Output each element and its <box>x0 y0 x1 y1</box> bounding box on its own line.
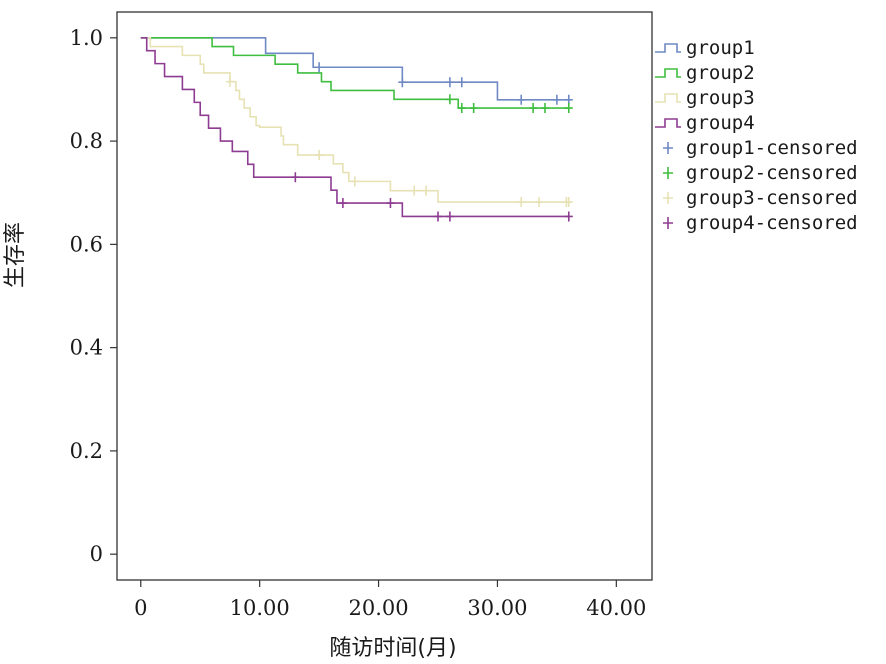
censor-mark-group4 <box>434 211 442 222</box>
y-tick-label: 0.8 <box>70 129 103 153</box>
legend: group1 group2 group3 group4 group1-censored g… <box>655 37 858 234</box>
legend-swatch-group4 <box>655 118 681 128</box>
censor-mark-group3 <box>535 197 544 208</box>
censor-mark-group4 <box>564 211 573 222</box>
censor-mark-group1 <box>315 62 324 73</box>
censor-mark-group4 <box>291 172 300 183</box>
legend-swatch-group1 <box>655 43 681 53</box>
censor-mark-group2 <box>469 103 478 114</box>
series-line-group3 <box>140 37 569 203</box>
censor-mark-group3 <box>517 197 526 208</box>
censor-mark-group4 <box>338 198 347 209</box>
legend-label-group1-censored: group1-censored <box>686 137 858 159</box>
plot-frame <box>116 11 653 581</box>
censor-mark-group2 <box>541 103 549 114</box>
legend-label-group3-censored: group3-censored <box>686 187 858 209</box>
survival-curves <box>140 37 569 218</box>
censor-mark-group4 <box>386 198 395 209</box>
censor-mark-group2 <box>564 103 573 114</box>
censor-mark-group1 <box>445 77 454 88</box>
x-tick-label: 30.00 <box>467 596 527 620</box>
series-line-group1 <box>140 37 569 101</box>
censor-mark-group3 <box>422 185 431 196</box>
censor-mark-group3 <box>350 176 359 187</box>
censor-mark-group3 <box>564 197 573 208</box>
y-axis-title: 生存率 <box>3 222 28 288</box>
legend-swatch-group4-censored <box>663 217 673 229</box>
censor-mark-group2 <box>445 94 454 105</box>
legend-swatch-group2 <box>655 68 681 78</box>
axis-ticks: 0 0.2 0.4 0.6 0.8 1.0 0 10.00 20.00 30.00 40.00 <box>70 26 647 620</box>
legend-swatch-group3 <box>655 93 681 103</box>
y-tick-label: 0.2 <box>70 439 103 463</box>
censor-mark-group1 <box>517 94 526 105</box>
legend-swatch-group2-censored <box>663 167 673 179</box>
series-line-group4 <box>140 37 569 218</box>
x-axis-title: 随访时间(月) <box>329 636 456 661</box>
legend-label-group2-censored: group2-censored <box>686 162 858 184</box>
x-tick-label: 0 <box>134 596 147 620</box>
legend-label-group4-censored: group4-censored <box>686 212 858 234</box>
legend-swatch-group3-censored <box>663 192 673 204</box>
legend-swatch-group1-censored <box>663 142 673 154</box>
y-tick-label: 0 <box>90 542 103 566</box>
legend-label-group2: group2 <box>686 62 755 84</box>
censor-mark-group2 <box>457 103 466 114</box>
x-tick-label: 40.00 <box>586 596 646 620</box>
censor-mark-group2 <box>529 103 538 114</box>
censor-mark-group3 <box>225 76 234 87</box>
y-tick-label: 0.6 <box>70 232 103 256</box>
legend-label-group3: group3 <box>686 87 755 109</box>
censor-mark-group3 <box>410 185 419 196</box>
legend-label-group4: group4 <box>686 112 755 134</box>
y-tick-label: 0.4 <box>70 336 103 360</box>
x-tick-label: 20.00 <box>348 596 408 620</box>
censor-mark-group4 <box>445 211 454 222</box>
censor-mark-group1 <box>457 77 466 88</box>
censor-mark-group1 <box>552 94 561 105</box>
censor-marks <box>225 62 573 222</box>
y-tick-label: 1.0 <box>70 26 103 50</box>
censor-mark-group1 <box>398 77 407 88</box>
censor-mark-group3 <box>315 150 324 161</box>
legend-label-group1: group1 <box>686 37 755 59</box>
x-tick-label: 10.00 <box>230 596 290 620</box>
series-line-group2 <box>140 37 569 109</box>
